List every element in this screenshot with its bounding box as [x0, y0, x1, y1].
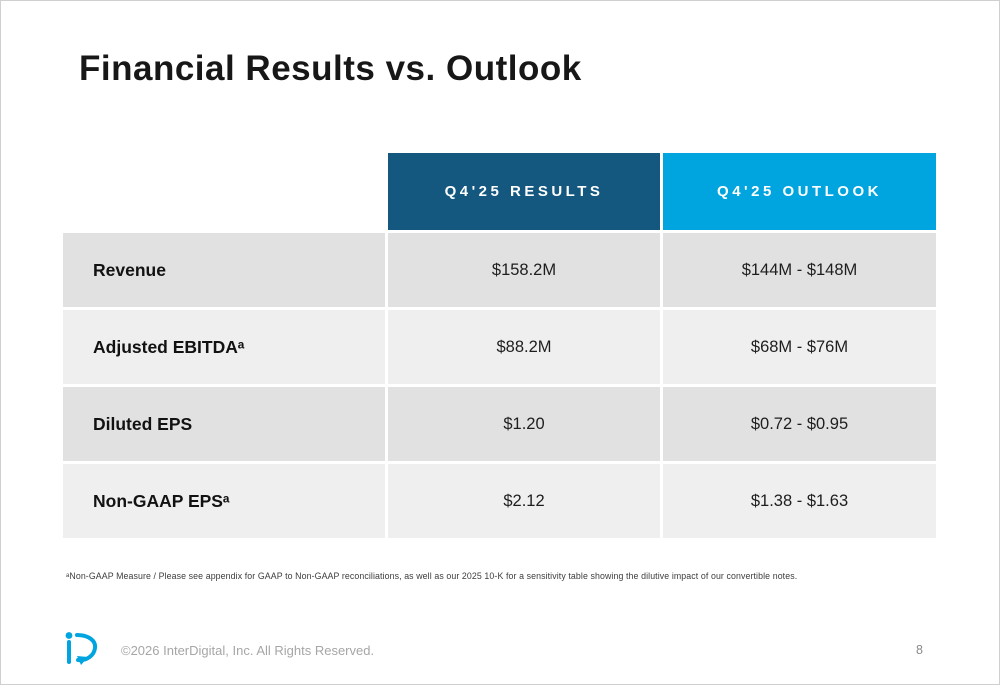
page-number: 8 — [916, 643, 923, 657]
non-gaap-eps-results-value: $2.12 — [388, 464, 660, 538]
adjusted-ebitda-results-value: $88.2M — [388, 310, 660, 384]
adjusted-ebitda-outlook-value: $68M - $76M — [663, 310, 936, 384]
row-label-non-gaap-eps: Non-GAAP EPSᵃ — [63, 464, 385, 538]
financial-results-table: Q4'25 RESULTS Q4'25 OUTLOOK Revenue $158… — [63, 153, 936, 538]
diluted-eps-results-value: $1.20 — [388, 387, 660, 461]
revenue-results-value: $158.2M — [388, 233, 660, 307]
interdigital-logo-icon — [59, 627, 103, 671]
row-label-diluted-eps: Diluted EPS — [63, 387, 385, 461]
column-header-results: Q4'25 RESULTS — [388, 153, 660, 230]
diluted-eps-outlook-value: $0.72 - $0.95 — [663, 387, 936, 461]
header-spacer-cell — [63, 153, 385, 230]
footnote: ᵃNon-GAAP Measure / Please see appendix … — [66, 571, 798, 581]
non-gaap-eps-outlook-value: $1.38 - $1.63 — [663, 464, 936, 538]
revenue-outlook-value: $144M - $148M — [663, 233, 936, 307]
row-label-adjusted-ebitda: Adjusted EBITDAᵃ — [63, 310, 385, 384]
copyright-text: ©2026 InterDigital, Inc. All Rights Rese… — [121, 643, 375, 658]
row-label-revenue: Revenue — [63, 233, 385, 307]
column-header-outlook: Q4'25 OUTLOOK — [663, 153, 936, 230]
page-title: Financial Results vs. Outlook — [79, 49, 582, 88]
